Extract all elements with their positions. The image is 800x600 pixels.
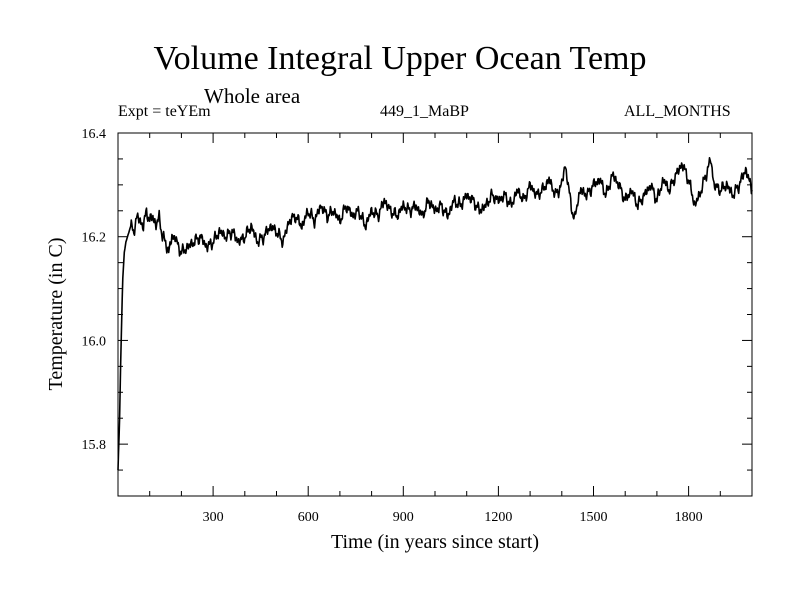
- y-tick-label: 15.8: [82, 438, 107, 453]
- experiment-label: Expt = teYEm: [118, 103, 211, 120]
- x-tick-label: 1200: [484, 510, 512, 525]
- y-tick-label: 16.4: [82, 127, 107, 142]
- x-tick-label: 300: [203, 510, 224, 525]
- y-tick-label: 16.0: [82, 334, 107, 349]
- plot-frame: [117, 132, 753, 497]
- y-tick-label: 16.2: [82, 231, 107, 246]
- y-axis-label: Temperature (in C): [45, 238, 67, 391]
- axis-ticks: [118, 132, 752, 497]
- x-tick-label: 1800: [675, 510, 703, 525]
- x-tick-label: 600: [298, 510, 319, 525]
- x-tick-labels: 300 600 900 1200 1500 1800: [203, 510, 703, 525]
- chart-subtitle: Whole area: [204, 84, 301, 108]
- series-line: [117, 157, 753, 471]
- x-tick-label: 900: [393, 510, 414, 525]
- x-tick-label: 1500: [580, 510, 608, 525]
- months-label: ALL_MONTHS: [624, 103, 731, 120]
- y-tick-labels: 15.8 16.0 16.2 16.4: [82, 127, 107, 453]
- chart-title: Volume Integral Upper Ocean Temp: [153, 40, 647, 77]
- run-id-label: 449_1_MaBP: [380, 103, 469, 120]
- x-axis-label: Time (in years since start): [331, 531, 539, 553]
